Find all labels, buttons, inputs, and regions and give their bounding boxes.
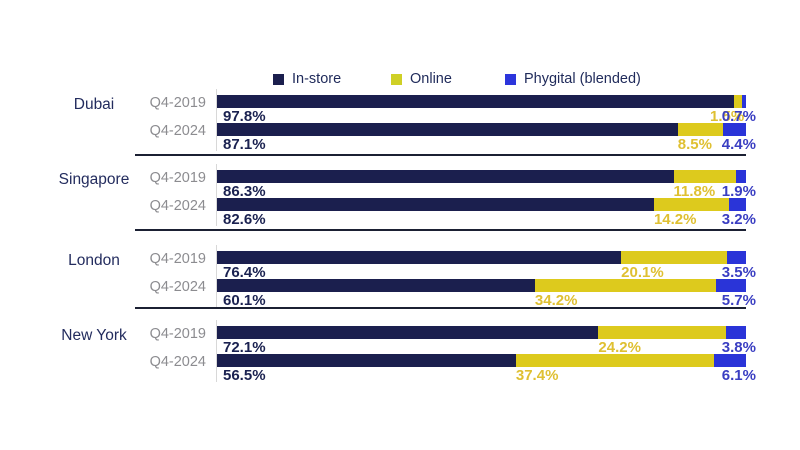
chart-group-london: London Q4-2019 Q4-2024 76.4% 20.1% 3.5% 60.1% 3… <box>0 245 800 311</box>
value-label-online: 11.8% <box>673 183 716 200</box>
bar-row <box>217 354 746 367</box>
period-label: Q4-2024 <box>149 198 206 214</box>
bar-segment-online <box>673 170 736 183</box>
legend-item-online: Online <box>391 71 452 87</box>
bar-segment-online <box>653 198 730 211</box>
bar-row <box>217 326 746 339</box>
value-label-phygital: 5.7% <box>721 292 756 309</box>
bar-segment-phygital <box>722 123 746 136</box>
value-label-in-store: 76.4% <box>223 264 266 281</box>
bar-segment-online <box>515 354 714 367</box>
bar-segment-online <box>734 95 743 108</box>
value-label-phygital: 1.9% <box>721 183 756 200</box>
bar-row <box>217 251 746 264</box>
legend-label-online: Online <box>410 71 452 87</box>
online-swatch-icon <box>391 73 402 85</box>
plot-area: 86.3% 11.8% 1.9% 82.6% 14.2% 3.2% <box>216 164 756 228</box>
value-label-in-store: 86.3% <box>223 183 266 200</box>
bar-segment-in-store <box>217 170 674 183</box>
bar-segment-phygital <box>725 326 746 339</box>
in-store-swatch-icon <box>273 73 284 85</box>
bar-segment-online <box>534 279 716 292</box>
value-label-online: 24.2% <box>598 339 641 356</box>
period-label: Q4-2019 <box>149 326 206 342</box>
value-label-phygital: 0.7% <box>721 108 756 125</box>
bar-segment-phygital <box>742 95 746 108</box>
plot-area: 76.4% 20.1% 3.5% 60.1% 34.2% 5.7% <box>216 245 756 309</box>
value-label-online: 20.1% <box>621 264 664 281</box>
bar-row <box>217 170 746 183</box>
value-label-online: 8.5% <box>677 136 712 153</box>
chart-group-dubai: Dubai Q4-2019 Q4-2024 97.8% 1.5% 0.7% 87.1% 8.5… <box>0 89 800 155</box>
value-label-phygital: 3.8% <box>721 339 756 356</box>
legend-label-phygital: Phygital (blended) <box>524 71 641 87</box>
bar-row <box>217 95 746 108</box>
value-label-online: 34.2% <box>534 292 578 309</box>
value-label-in-store: 56.5% <box>223 367 266 384</box>
value-label-in-store: 60.1% <box>223 292 266 309</box>
value-label-phygital: 4.4% <box>721 136 756 153</box>
chart-group-singapore: Singapore Q4-2019 Q4-2024 86.3% 11.8% 1.9% 82.… <box>0 164 800 230</box>
bar-segment-online <box>621 251 728 264</box>
phygital-swatch-icon <box>505 73 516 85</box>
plot-area: 72.1% 24.2% 3.8% 56.5% 37.4% 6.1% <box>216 320 756 384</box>
bar-segment-in-store <box>217 326 599 339</box>
bar-segment-in-store <box>217 95 735 108</box>
legend-label-in-store: In-store <box>292 71 342 87</box>
value-label-online: 1.5% <box>710 108 745 125</box>
plot-area: 97.8% 1.5% 0.7% 87.1% 8.5% 4.4% <box>216 89 756 153</box>
bar-row <box>217 279 746 292</box>
bar-segment-phygital <box>729 198 746 211</box>
value-label-in-store: 97.8% <box>223 108 266 125</box>
value-label-phygital: 3.2% <box>721 211 756 228</box>
period-label: Q4-2019 <box>149 251 206 267</box>
city-label: New York <box>61 327 127 344</box>
bar-segment-phygital <box>715 279 746 292</box>
bar-segment-in-store <box>217 279 535 292</box>
group-separator-line <box>135 229 746 231</box>
value-label-in-store: 72.1% <box>223 339 266 356</box>
bar-segment-in-store <box>217 198 654 211</box>
bar-segment-in-store <box>217 123 678 136</box>
group-separator-line <box>135 307 746 309</box>
bar-segment-online <box>598 326 726 339</box>
city-label: Singapore <box>58 171 130 188</box>
bar-segment-in-store <box>217 354 516 367</box>
legend-item-phygital: Phygital (blended) <box>505 71 641 87</box>
value-label-online: 14.2% <box>653 211 697 228</box>
period-label: Q4-2019 <box>149 95 206 111</box>
bar-segment-phygital <box>735 170 746 183</box>
value-label-phygital: 6.1% <box>721 367 756 384</box>
bar-row <box>217 198 746 211</box>
value-label-in-store: 82.6% <box>223 211 266 228</box>
legend-item-in-store: In-store <box>273 71 341 87</box>
bar-row <box>217 123 746 136</box>
bar-segment-phygital <box>727 251 746 264</box>
value-label-online: 37.4% <box>515 367 559 384</box>
period-label: Q4-2024 <box>149 279 206 295</box>
period-label: Q4-2019 <box>149 170 206 186</box>
bar-segment-online <box>677 123 723 136</box>
period-label: Q4-2024 <box>149 123 206 139</box>
chart-group-new-york: New York Q4-2019 Q4-2024 72.1% 24.2% 3.8% 56.5… <box>0 320 800 386</box>
bar-segment-phygital <box>713 354 746 367</box>
city-label: London <box>68 252 120 269</box>
value-label-in-store: 87.1% <box>223 136 266 153</box>
city-label: Dubai <box>73 96 115 113</box>
period-label: Q4-2024 <box>149 354 206 370</box>
bar-segment-in-store <box>217 251 622 264</box>
group-separator-line <box>135 154 746 156</box>
value-label-phygital: 3.5% <box>721 264 756 281</box>
